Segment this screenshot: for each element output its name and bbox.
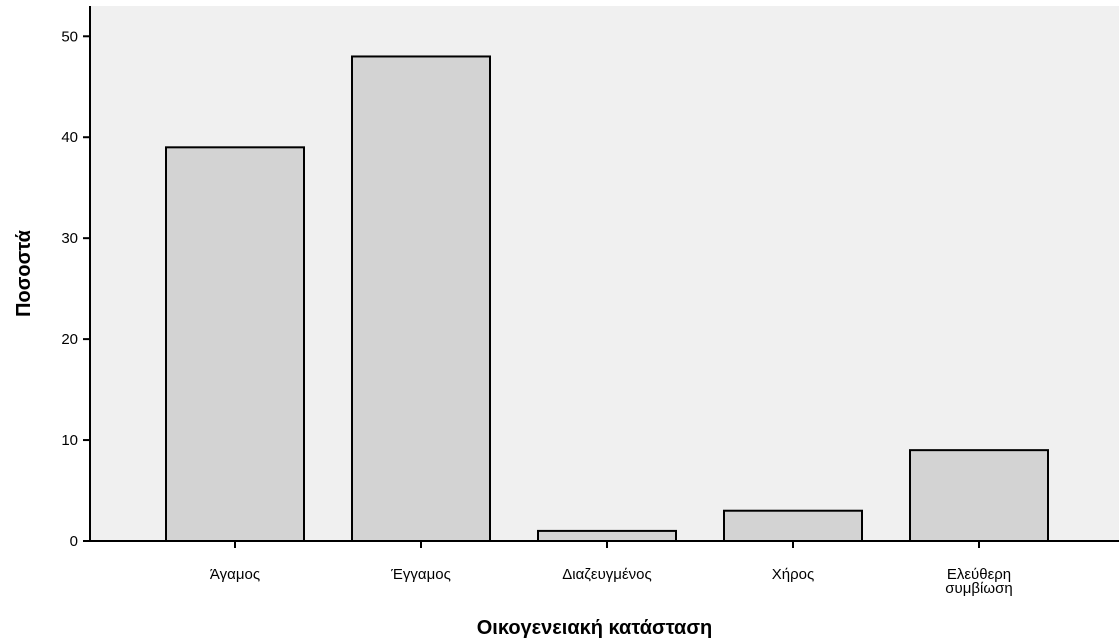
y-tick-label: 20 bbox=[61, 331, 78, 348]
bar-1 bbox=[351, 55, 491, 542]
x-tick-label: Χήρος bbox=[772, 566, 814, 583]
y-tick-label: 40 bbox=[61, 129, 78, 146]
bar-0 bbox=[165, 146, 305, 543]
y-tick-label: 0 bbox=[70, 533, 78, 550]
bar-2 bbox=[537, 529, 677, 542]
x-axis: Άγαμος Έγγαμος Διαζευγμένος Χήρος Ελεύθερη συ… bbox=[90, 540, 1119, 597]
y-tick-label: 10 bbox=[61, 432, 78, 449]
y-tick-label: 50 bbox=[61, 28, 78, 45]
y-axis-title: Ποσοστά bbox=[13, 229, 35, 317]
x-tick-label: Ελεύθερη συμβίωση bbox=[945, 566, 1012, 597]
bars-group bbox=[165, 55, 1049, 543]
y-tick-label: 30 bbox=[61, 230, 78, 247]
x-tick-label: Άγαμος bbox=[210, 566, 260, 583]
x-axis-title: Οικογενειακή κατάσταση bbox=[477, 617, 713, 639]
x-tick-label: Έγγαμος bbox=[390, 566, 451, 583]
bar-4 bbox=[909, 449, 1049, 542]
y-axis: 0 10 20 30 40 50 bbox=[61, 6, 91, 550]
x-tick-label: Διαζευγμένος bbox=[562, 566, 651, 583]
bar-3 bbox=[723, 509, 863, 542]
